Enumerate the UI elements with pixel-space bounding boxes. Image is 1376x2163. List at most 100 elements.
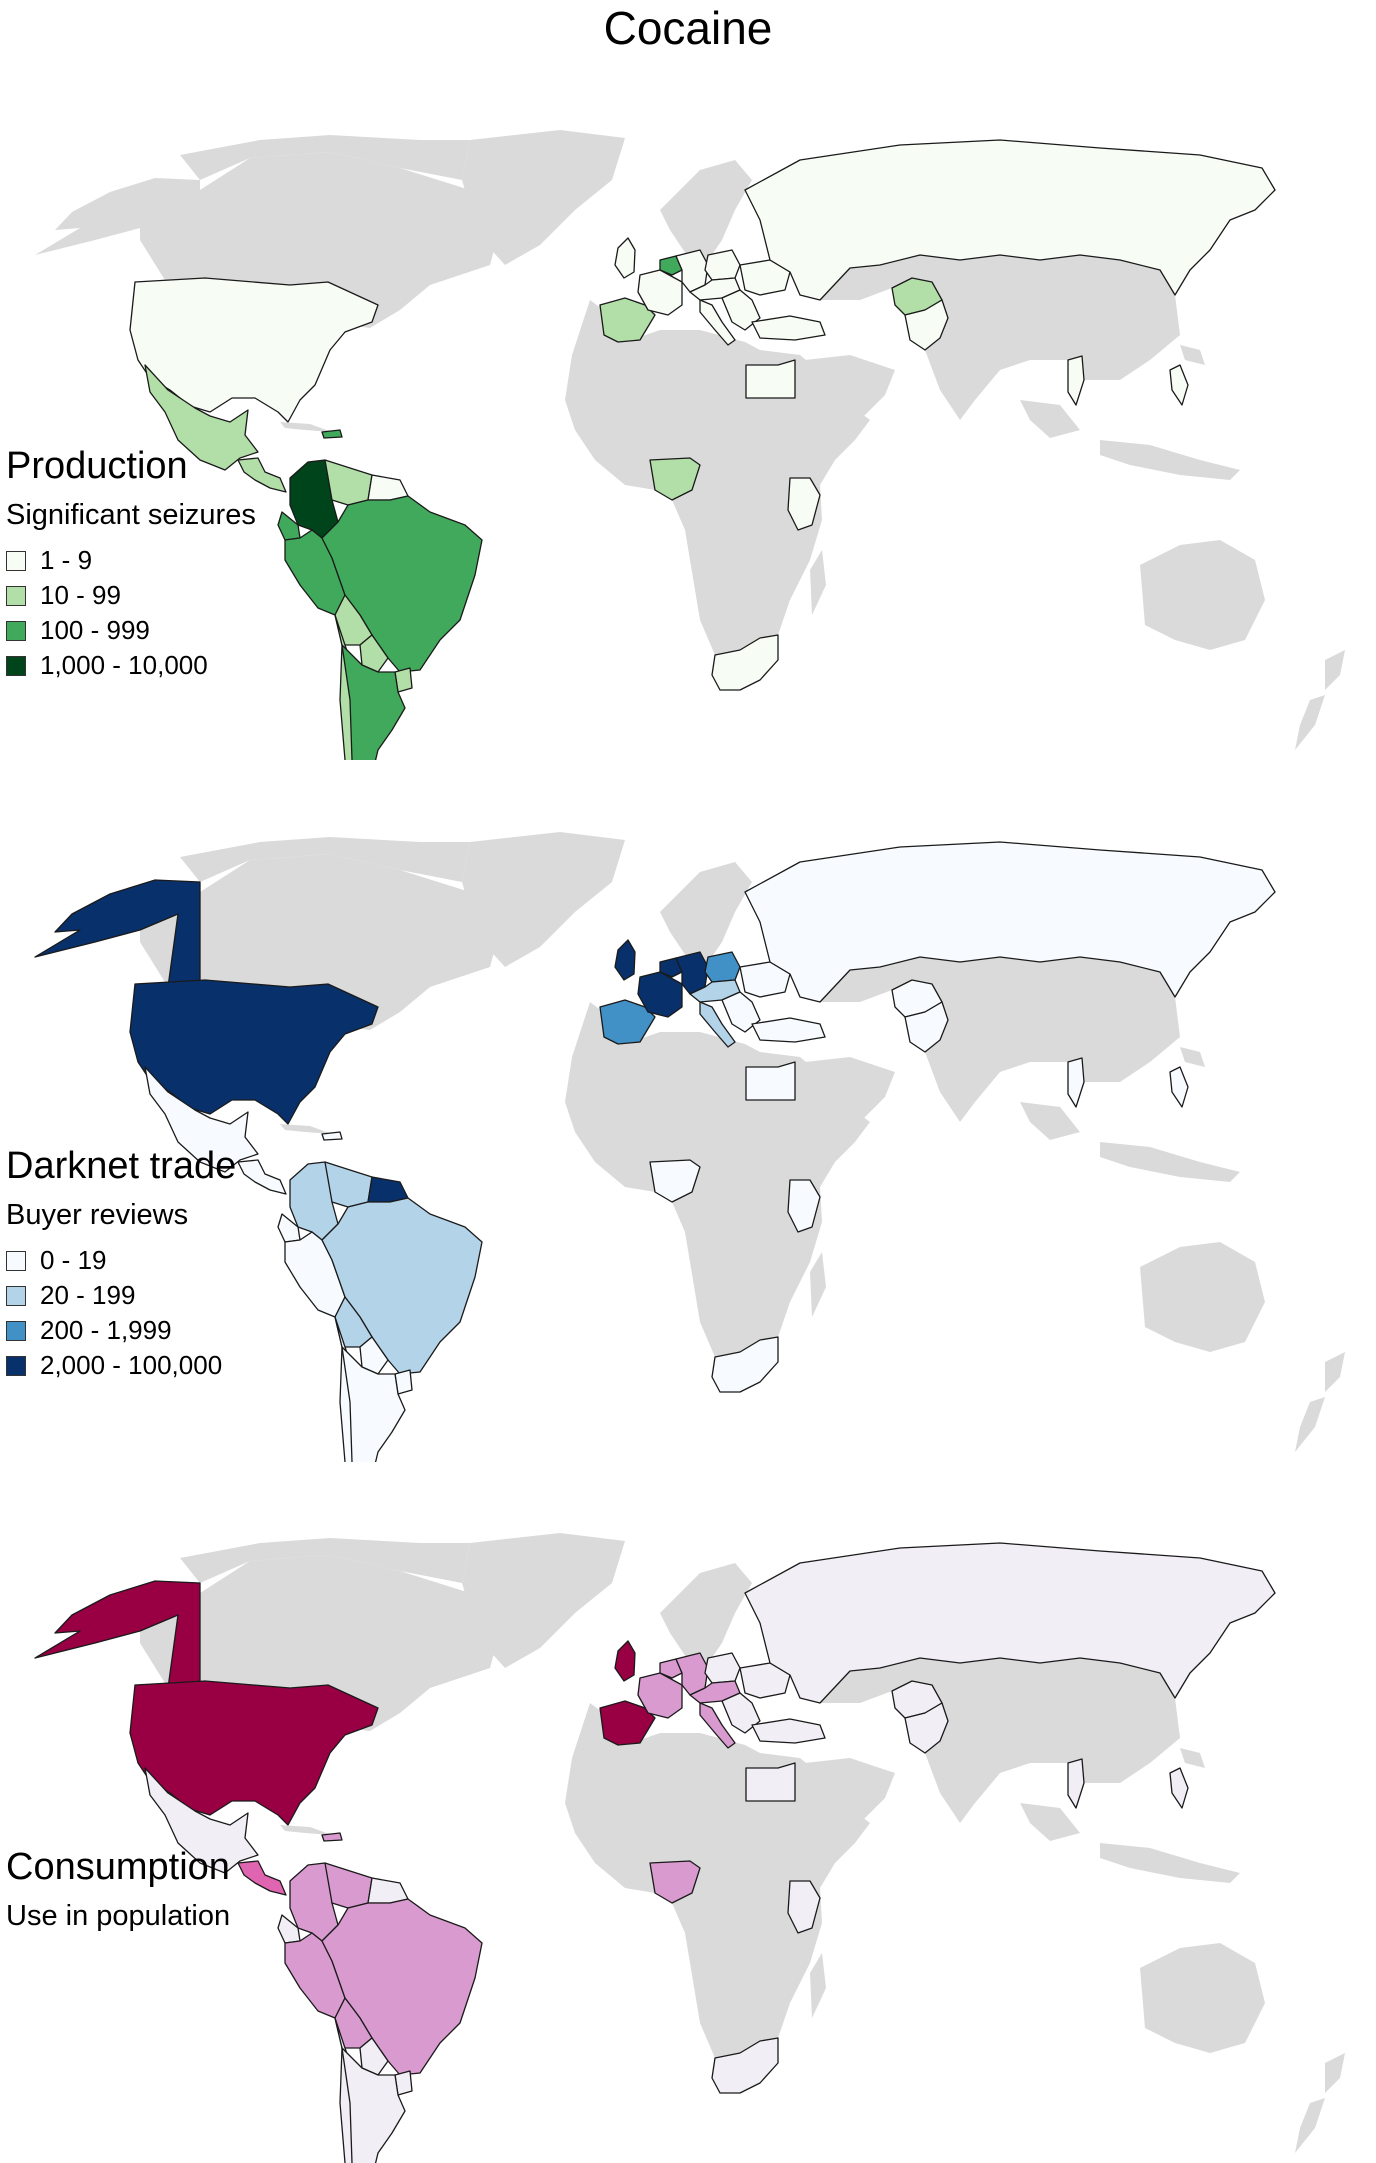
country-russia: [744, 841, 1276, 1003]
country-greenland: [462, 130, 625, 265]
land-background-0: [565, 300, 870, 655]
country-central-europe: [689, 277, 741, 301]
country-italy: [699, 1001, 736, 1048]
legend-items: 0 - 19 20 - 199 200 - 1,999 2,000 - 100,000: [6, 1243, 236, 1383]
country-guianas: [367, 474, 409, 501]
land-background-4: [1100, 440, 1240, 480]
land-background-2: [820, 255, 1180, 420]
land-background-4: [1100, 1843, 1240, 1883]
country-benelux: [659, 1658, 683, 1679]
legend-swatch: [6, 585, 26, 606]
country-cuba: [280, 422, 332, 432]
legend-subtitle: Buyer reviews: [6, 1199, 189, 1231]
country-poland: [704, 249, 741, 281]
land-background-8: [1325, 650, 1345, 690]
legend-label: 1,000 - 10,000: [40, 650, 208, 680]
legend-swatch: [6, 1285, 26, 1306]
land-background-7: [1180, 1047, 1205, 1067]
legend-label: 100 - 999: [40, 615, 150, 645]
country-kenya: [787, 1179, 821, 1233]
country-philippines: [1169, 1066, 1189, 1108]
country-pakistan: [904, 299, 949, 351]
legend-item: 2,000 - 100,000: [6, 1348, 236, 1383]
legend-item: 200 - 1,999: [6, 1313, 236, 1348]
country-balkans: [721, 991, 761, 1033]
country-argentina: [341, 644, 406, 760]
map-consumption: [34, 1533, 1345, 2163]
land-background-2: [820, 1658, 1180, 1823]
legend-title: Darknet trade: [6, 1145, 237, 1187]
country-alaska: [34, 1580, 201, 1696]
land-background-11: [180, 135, 470, 180]
legend-subtitle: Use in population: [6, 1900, 231, 1932]
panel-darknet-trade: Darknet trade Buyer reviews 0 - 19 20 - 1…: [0, 762, 1376, 1462]
country-thailand: [1067, 355, 1085, 406]
country-mexico: [144, 1066, 259, 1173]
country-venezuela: [324, 1862, 373, 1909]
country-russia: [744, 1542, 1276, 1704]
country-central-europe: [689, 1680, 741, 1704]
land-background-3: [1020, 1803, 1080, 1841]
country-benelux: [659, 957, 683, 978]
country-balkans: [721, 289, 761, 331]
country-south-africa: [711, 1336, 779, 1393]
country-venezuela: [324, 1161, 373, 1208]
legend-darknet-trade: Darknet trade Buyer reviews 0 - 19 20 - 1…: [6, 1143, 236, 1383]
land-background-8: [1325, 2053, 1345, 2093]
country-scandinavia: [660, 1563, 752, 1668]
land-background-1: [805, 1758, 895, 1823]
land-background-2: [820, 957, 1180, 1122]
legend-swatch: [6, 550, 26, 571]
legend-label: 2,000 - 100,000: [40, 1350, 223, 1380]
country-greenland: [462, 1533, 625, 1668]
legend-item: 20 - 199: [6, 1278, 236, 1313]
country-nigeria: [649, 1159, 701, 1203]
land-background-6: [810, 550, 826, 615]
country-central-america: [237, 1860, 287, 1896]
country-pakistan: [904, 1702, 949, 1754]
land-background-4: [1100, 1142, 1240, 1182]
land-background-11: [180, 1538, 470, 1583]
land-background-0: [565, 1703, 870, 2058]
country-hispaniola: [321, 1131, 343, 1141]
land-background-9: [1295, 695, 1325, 750]
legend-label: 200 - 1,999: [40, 1315, 172, 1345]
country-alaska: [35, 178, 200, 292]
country-greenland: [462, 832, 625, 967]
country-alaska: [34, 879, 201, 995]
legend-item: 1 - 9: [6, 543, 256, 578]
country-iberia: [599, 1700, 656, 1746]
country-thailand: [1067, 1758, 1085, 1809]
country-guianas: [367, 1176, 409, 1203]
country-kenya: [787, 477, 821, 531]
country-benelux: [659, 255, 683, 276]
land-background-6: [810, 1953, 826, 2018]
legend-swatch: [6, 1355, 26, 1376]
country-nigeria: [649, 457, 701, 501]
land-background-7: [1180, 1748, 1205, 1768]
legend-swatch: [6, 655, 26, 676]
legend-swatch: [6, 620, 26, 641]
country-mexico: [144, 364, 259, 471]
country-italy: [699, 299, 736, 346]
country-south-africa: [711, 634, 779, 691]
legend-production: Production Significant seizures 1 - 9 10 …: [6, 443, 256, 683]
country-hispaniola: [321, 1832, 343, 1842]
legend-swatch: [6, 1320, 26, 1341]
country-poland: [704, 1652, 741, 1684]
country-turkey: [751, 1017, 826, 1043]
legend-label: 20 - 199: [40, 1280, 136, 1310]
country-hispaniola: [321, 429, 343, 439]
country-brazil: [321, 495, 483, 673]
country-cuba: [280, 1124, 332, 1134]
legend-label: 10 - 99: [40, 580, 121, 610]
land-background-6: [810, 1252, 826, 1317]
map-production: [35, 130, 1345, 760]
country-uk: [614, 237, 636, 279]
country-italy: [699, 1702, 736, 1749]
country-egypt: [745, 1762, 796, 1802]
legend-title: Production: [6, 445, 188, 487]
legend-consumption: Consumption Use in population: [6, 1844, 230, 1944]
country-venezuela: [324, 459, 373, 506]
legend-items: 1 - 9 10 - 99 100 - 999 1,000 - 10,000: [6, 543, 256, 683]
